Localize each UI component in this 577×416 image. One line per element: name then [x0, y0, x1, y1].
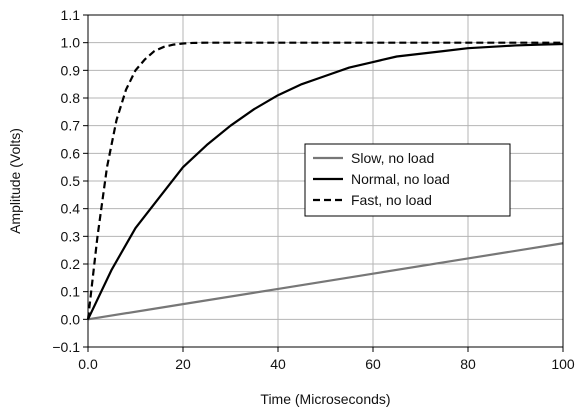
legend-label: Normal, no load	[351, 171, 450, 187]
y-tick-label: 0.4	[61, 201, 81, 217]
y-axis: −0.1 0.0 0.1 0.2 0.3 0.4 0.5 0.6 0.7 0.8 0.9 1.0 1.1	[52, 7, 88, 355]
y-tick-label: 0.5	[61, 173, 81, 189]
x-tick-label: 100	[551, 356, 575, 372]
legend: Slow, no load Normal, no load Fast, no loa…	[304, 143, 511, 217]
y-tick-label: 0.0	[61, 311, 81, 327]
x-tick-label: 0.0	[78, 356, 98, 372]
y-tick-label: −0.1	[52, 339, 80, 355]
y-tick-label: 0.1	[61, 284, 81, 300]
y-tick-label: 0.2	[61, 256, 81, 272]
x-tick-label: 40	[270, 356, 286, 372]
y-tick-label: 1.1	[61, 7, 81, 23]
legend-label: Slow, no load	[351, 150, 434, 166]
series-line-slow-no-load	[87, 242, 564, 321]
series-line-fast-no-load	[86, 41, 563, 320]
y-tick-label: 0.8	[61, 90, 81, 106]
y-tick-label: 0.9	[61, 62, 81, 78]
series-line-normal-no-load	[87, 42, 564, 320]
x-axis-title: Time (Microseconds)	[260, 391, 390, 407]
y-tick-label: 1.0	[61, 35, 81, 51]
x-tick-label: 20	[175, 356, 191, 372]
x-axis: 0.0 20 40 60 80 100	[78, 347, 575, 372]
y-tick-label: 0.6	[61, 145, 81, 161]
x-tick-label: 80	[460, 356, 476, 372]
y-axis-title: Amplitude (Volts)	[7, 128, 23, 234]
x-tick-label: 60	[365, 356, 381, 372]
legend-label: Fast, no load	[351, 192, 432, 208]
y-tick-label: 0.7	[61, 118, 81, 134]
series-group	[86, 41, 564, 321]
y-tick-label: 0.3	[61, 228, 81, 244]
